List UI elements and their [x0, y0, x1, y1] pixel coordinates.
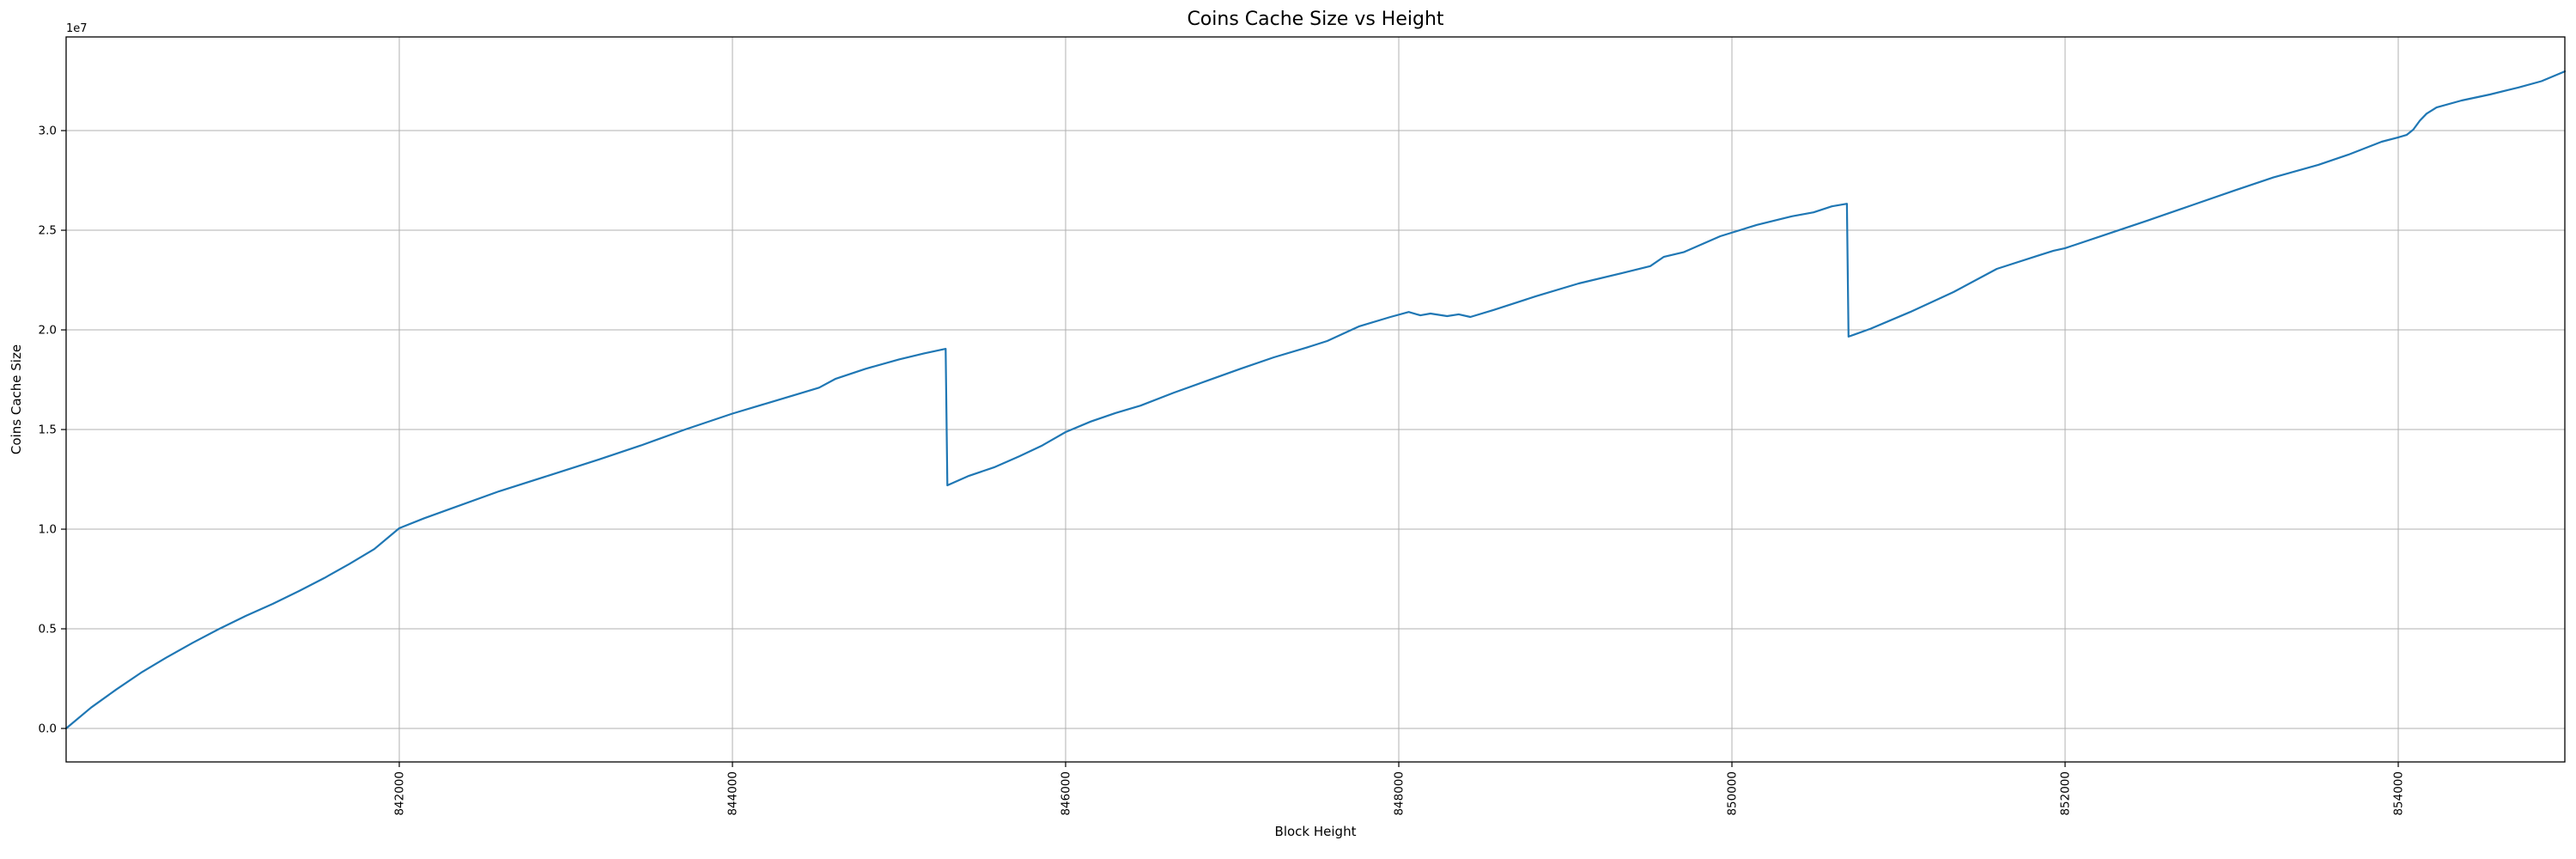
y-axis-offset-label: 1e7 [66, 22, 88, 35]
x-tick-label: 848000 [1393, 771, 1406, 816]
x-axis-label: Block Height [1275, 824, 1357, 839]
axis-layer [61, 36, 2566, 767]
y-axis-label: Coins Cache Size [9, 344, 24, 454]
grid-layer [66, 37, 2565, 762]
y-tick-label: 0.0 [39, 722, 57, 736]
y-tick-label: 1.0 [39, 523, 57, 537]
x-tick-label: 854000 [2392, 771, 2406, 816]
x-tick-label: 844000 [726, 771, 740, 816]
tick-labels-layer: 842000 844000 846000 848000 850000 852000 8540… [39, 125, 2406, 816]
x-tick-label: 842000 [393, 771, 407, 816]
chart-title: Coins Cache Size vs Height [1187, 9, 1443, 30]
y-tick-label: 2.0 [39, 324, 57, 338]
x-tick-label: 852000 [2059, 771, 2073, 816]
x-tick-label: 846000 [1060, 771, 1073, 816]
coins-cache-size-line [64, 70, 2567, 730]
y-tick-label: 3.0 [39, 125, 57, 138]
y-tick-label: 1.5 [39, 423, 57, 437]
x-tick-label: 850000 [1726, 771, 1740, 816]
data-layer [64, 70, 2567, 730]
y-tick-label: 0.5 [39, 623, 57, 637]
axes-spines [65, 36, 2566, 763]
y-tick-label: 2.5 [39, 224, 57, 238]
